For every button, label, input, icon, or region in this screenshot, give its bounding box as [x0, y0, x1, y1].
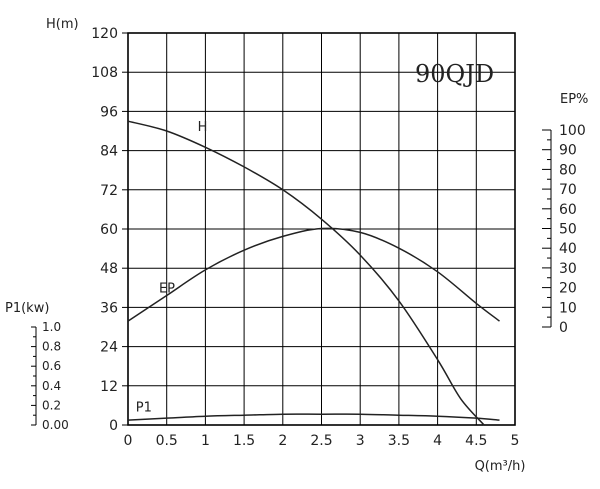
power-tick-label: 0.6: [42, 359, 61, 373]
head-tick-label: 48: [100, 261, 118, 277]
power-tick-label: 1.0: [42, 320, 61, 334]
axis-ticks: 0 12 24 36 48 60 72 84 96 108 120 0 0.5 1 1.5 2 2.5 3 3.5 4…: [31, 26, 586, 449]
head-tick-label: 84: [100, 144, 118, 160]
head-axis-label: H(m): [46, 17, 79, 32]
efficiency-tick-label: 30: [559, 261, 577, 277]
h-curve: [127, 120, 485, 426]
plot-curves: H EP P1: [127, 120, 500, 426]
x-tick-label: 4.5: [465, 433, 487, 449]
efficiency-tick-label: 70: [559, 182, 577, 198]
head-tick-label: 12: [100, 379, 118, 395]
head-tick-label: 36: [100, 300, 118, 316]
efficiency-tick-label: 50: [559, 222, 577, 238]
h-curve-label: H: [198, 120, 208, 135]
head-tick-label: 72: [100, 183, 118, 199]
model-label: 90QJD: [415, 60, 494, 88]
x-tick-label: 0.5: [156, 433, 178, 449]
power-axis-label: P1(kw): [5, 301, 49, 316]
x-tick-label: 3: [356, 433, 365, 449]
x-tick-label: 5: [511, 433, 520, 449]
efficiency-tick-label: 0: [559, 320, 568, 336]
efficiency-tick-label: 80: [559, 162, 577, 178]
power-tick-label: 0.00: [42, 418, 69, 432]
efficiency-tick-label: 60: [559, 202, 577, 218]
efficiency-tick-label: 20: [559, 281, 577, 297]
power-tick-label: 0.8: [42, 340, 61, 354]
x-tick-label: 2: [278, 433, 287, 449]
p1-curve: [127, 413, 500, 421]
head-tick-label: 24: [100, 340, 118, 356]
head-tick-label: 96: [100, 104, 118, 120]
ep-curve-label: EP: [159, 282, 175, 297]
x-tick-label: 2.5: [310, 433, 332, 449]
x-tick-label: 0: [124, 433, 133, 449]
power-tick-label: 0.4: [42, 379, 61, 393]
axis-labels: 90QJD H(m) EP% P1(kw) Q(m³/h): [5, 17, 588, 474]
x-tick-label: 1: [201, 433, 210, 449]
x-tick-label: 1.5: [233, 433, 255, 449]
efficiency-tick-label: 100: [559, 123, 586, 139]
efficiency-tick-label: 40: [559, 241, 577, 257]
head-tick-label: 60: [100, 222, 118, 238]
efficiency-tick-label: 10: [559, 300, 577, 316]
head-tick-label: 0: [109, 418, 118, 434]
x-tick-label: 4: [433, 433, 442, 449]
power-tick-label: 0.2: [42, 398, 61, 412]
x-tick-label: 3.5: [388, 433, 410, 449]
efficiency-axis-label: EP%: [560, 92, 588, 107]
efficiency-tick-label: 90: [559, 143, 577, 159]
ep-curve: [127, 227, 500, 322]
x-axis-label: Q(m³/h): [475, 459, 526, 474]
head-tick-label: 120: [91, 26, 118, 42]
plot-grid: [128, 32, 515, 426]
head-tick-label: 108: [91, 65, 118, 81]
p1-curve-label: P1: [136, 401, 152, 416]
